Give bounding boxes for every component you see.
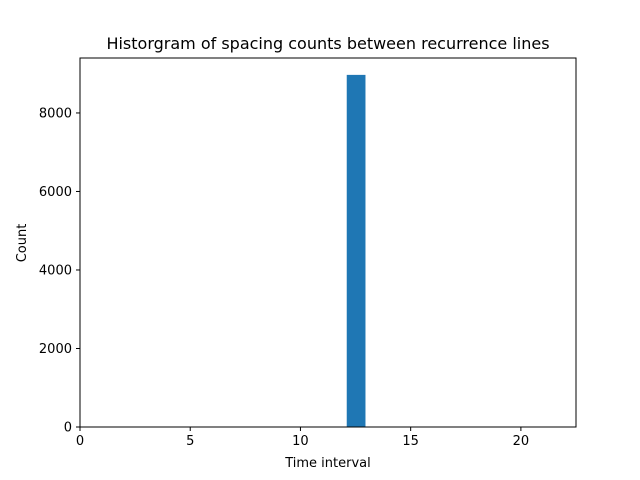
x-tick-label: 15 bbox=[402, 434, 419, 449]
x-axis-ticks: 0 5 10 15 20 bbox=[76, 427, 529, 449]
y-tick-label: 4000 bbox=[39, 263, 72, 278]
y-tick-label: 6000 bbox=[39, 185, 72, 200]
y-tick-label: 8000 bbox=[39, 106, 72, 121]
x-tick-label: 20 bbox=[513, 434, 530, 449]
chart-title: Historgram of spacing counts between rec… bbox=[106, 34, 549, 53]
x-tick-label: 10 bbox=[292, 434, 309, 449]
bars-group bbox=[346, 74, 366, 427]
y-axis-label: Count bbox=[15, 224, 30, 263]
y-tick-label: 2000 bbox=[39, 342, 72, 357]
x-axis-label: Time interval bbox=[284, 456, 371, 471]
x-tick-label: 0 bbox=[76, 434, 84, 449]
axes-frame bbox=[79, 57, 577, 428]
histogram-bar-0 bbox=[346, 74, 366, 427]
y-tick-label: 0 bbox=[64, 421, 72, 436]
y-axis-ticks: 0 2000 4000 6000 8000 bbox=[39, 106, 80, 436]
x-tick-label: 5 bbox=[186, 434, 194, 449]
